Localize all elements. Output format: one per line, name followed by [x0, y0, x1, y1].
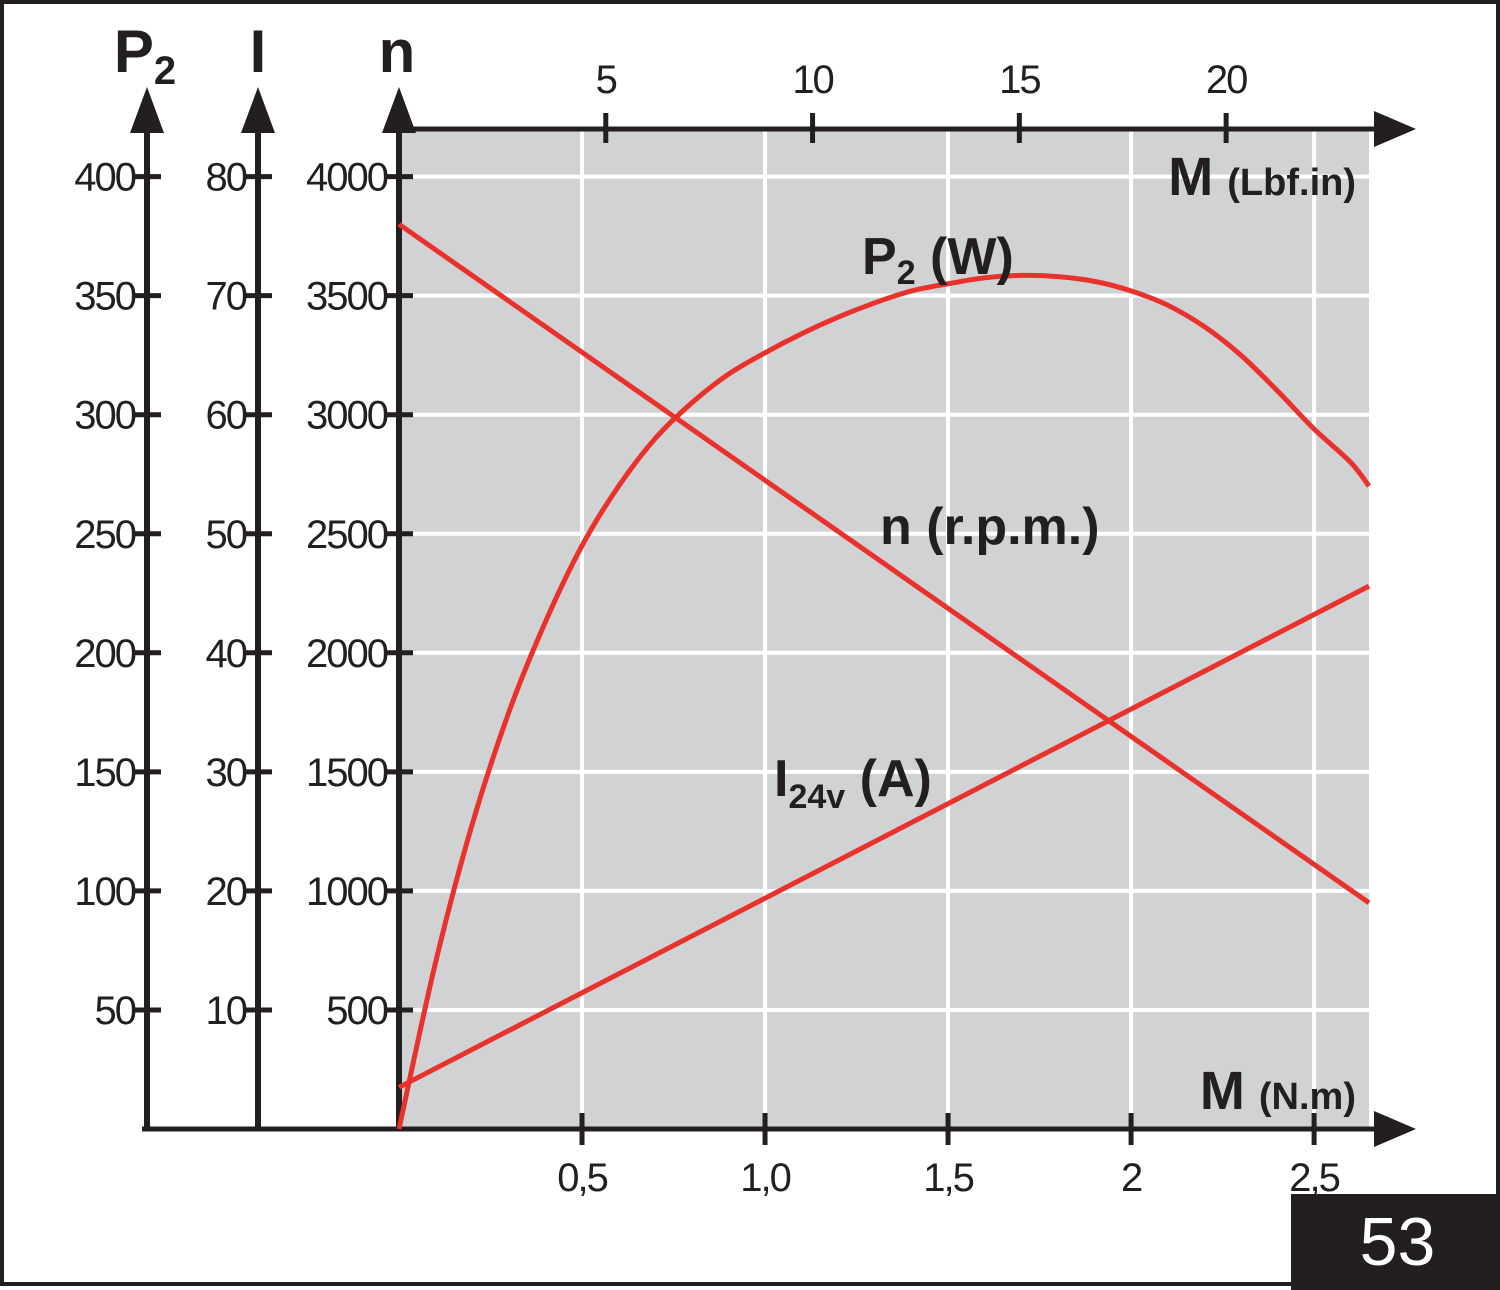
vertical-axis-tick-label: 80	[206, 156, 247, 200]
vertical-axis-tick-label: 250	[74, 513, 135, 557]
top-axis-title: M (Lbf.in)	[1168, 147, 1356, 207]
top-axis-tick-label: 15	[999, 58, 1040, 102]
motor-performance-chart: 0,5 1,0 1,5 2 2,5 5 10 15 20 M (N.m) M (Lbf.in) P2 50 1…	[74, 18, 1416, 1200]
curve-label-i: I24v (A)	[774, 750, 932, 816]
vertical-axis-tick-label: 2000	[306, 632, 388, 676]
vertical-axis-tick-label: 500	[326, 989, 387, 1033]
bottom-axis-title: M (N.m)	[1200, 1061, 1356, 1121]
vertical-axis-tick-label: 1500	[306, 751, 388, 795]
bottom-axis-arrow	[1374, 1111, 1416, 1147]
bottom-axis-tick-label: 1,0	[740, 1156, 790, 1200]
bottom-axis-tick-label: 2	[1121, 1156, 1142, 1200]
vertical-axis-title: P2	[114, 18, 176, 93]
curve-n	[397, 222, 1371, 905]
vertical-axis-title: n	[379, 18, 416, 85]
page-number-badge: 53	[1291, 1194, 1500, 1290]
top-axis-tick-label: 5	[596, 58, 617, 102]
vertical-axis-arrow	[130, 87, 164, 133]
vertical-axis-tick-label: 30	[206, 751, 247, 795]
vertical-axis-arrow	[241, 87, 275, 133]
vertical-axis-arrow	[382, 87, 416, 133]
vertical-axis-tick-label: 200	[74, 632, 135, 676]
vertical-axis-tick-label: 3000	[306, 394, 388, 438]
vertical-axis-tick-label: 2500	[306, 513, 388, 557]
top-axis-arrow	[1374, 111, 1416, 147]
bottom-axis-tick-label: 0,5	[557, 1156, 607, 1200]
vertical-axis-tick-label: 150	[74, 751, 135, 795]
vertical-axis-tick-label: 40	[206, 632, 247, 676]
vertical-axis-tick-label: 400	[74, 156, 135, 200]
vertical-axis-tick-label: 70	[206, 275, 247, 319]
vertical-axis-tick-label: 3500	[306, 275, 388, 319]
vertical-axis-tick-label: 4000	[306, 156, 388, 200]
vertical-axis-tick-label: 1000	[306, 870, 388, 914]
page-number: 53	[1359, 1204, 1436, 1280]
vertical-axis-tick-label: 10	[206, 989, 247, 1033]
vertical-axis-tick-label: 350	[74, 275, 135, 319]
vertical-axis-tick-label: 50	[95, 989, 136, 1033]
curve-i	[397, 583, 1371, 1090]
curve-p2	[396, 272, 1372, 1130]
vertical-axis-tick-label: 50	[206, 513, 247, 557]
vertical-axis-tick-label: 100	[74, 870, 135, 914]
vertical-axis-tick-label: 20	[206, 870, 247, 914]
top-axis-tick-label: 20	[1206, 58, 1247, 102]
bottom-axis-tick-label: 1,5	[923, 1156, 973, 1200]
vertical-axis-title: I	[250, 18, 267, 85]
vertical-axis-tick-label: 60	[206, 394, 247, 438]
top-axis-tick-label: 10	[792, 58, 833, 102]
curve-label-n: n (r.p.m.)	[880, 498, 1100, 556]
bottom-axis-tick-label: 2,5	[1289, 1156, 1339, 1200]
vertical-axis-tick-label: 300	[74, 394, 135, 438]
curve-label-p2: P2 (W)	[862, 228, 1014, 292]
